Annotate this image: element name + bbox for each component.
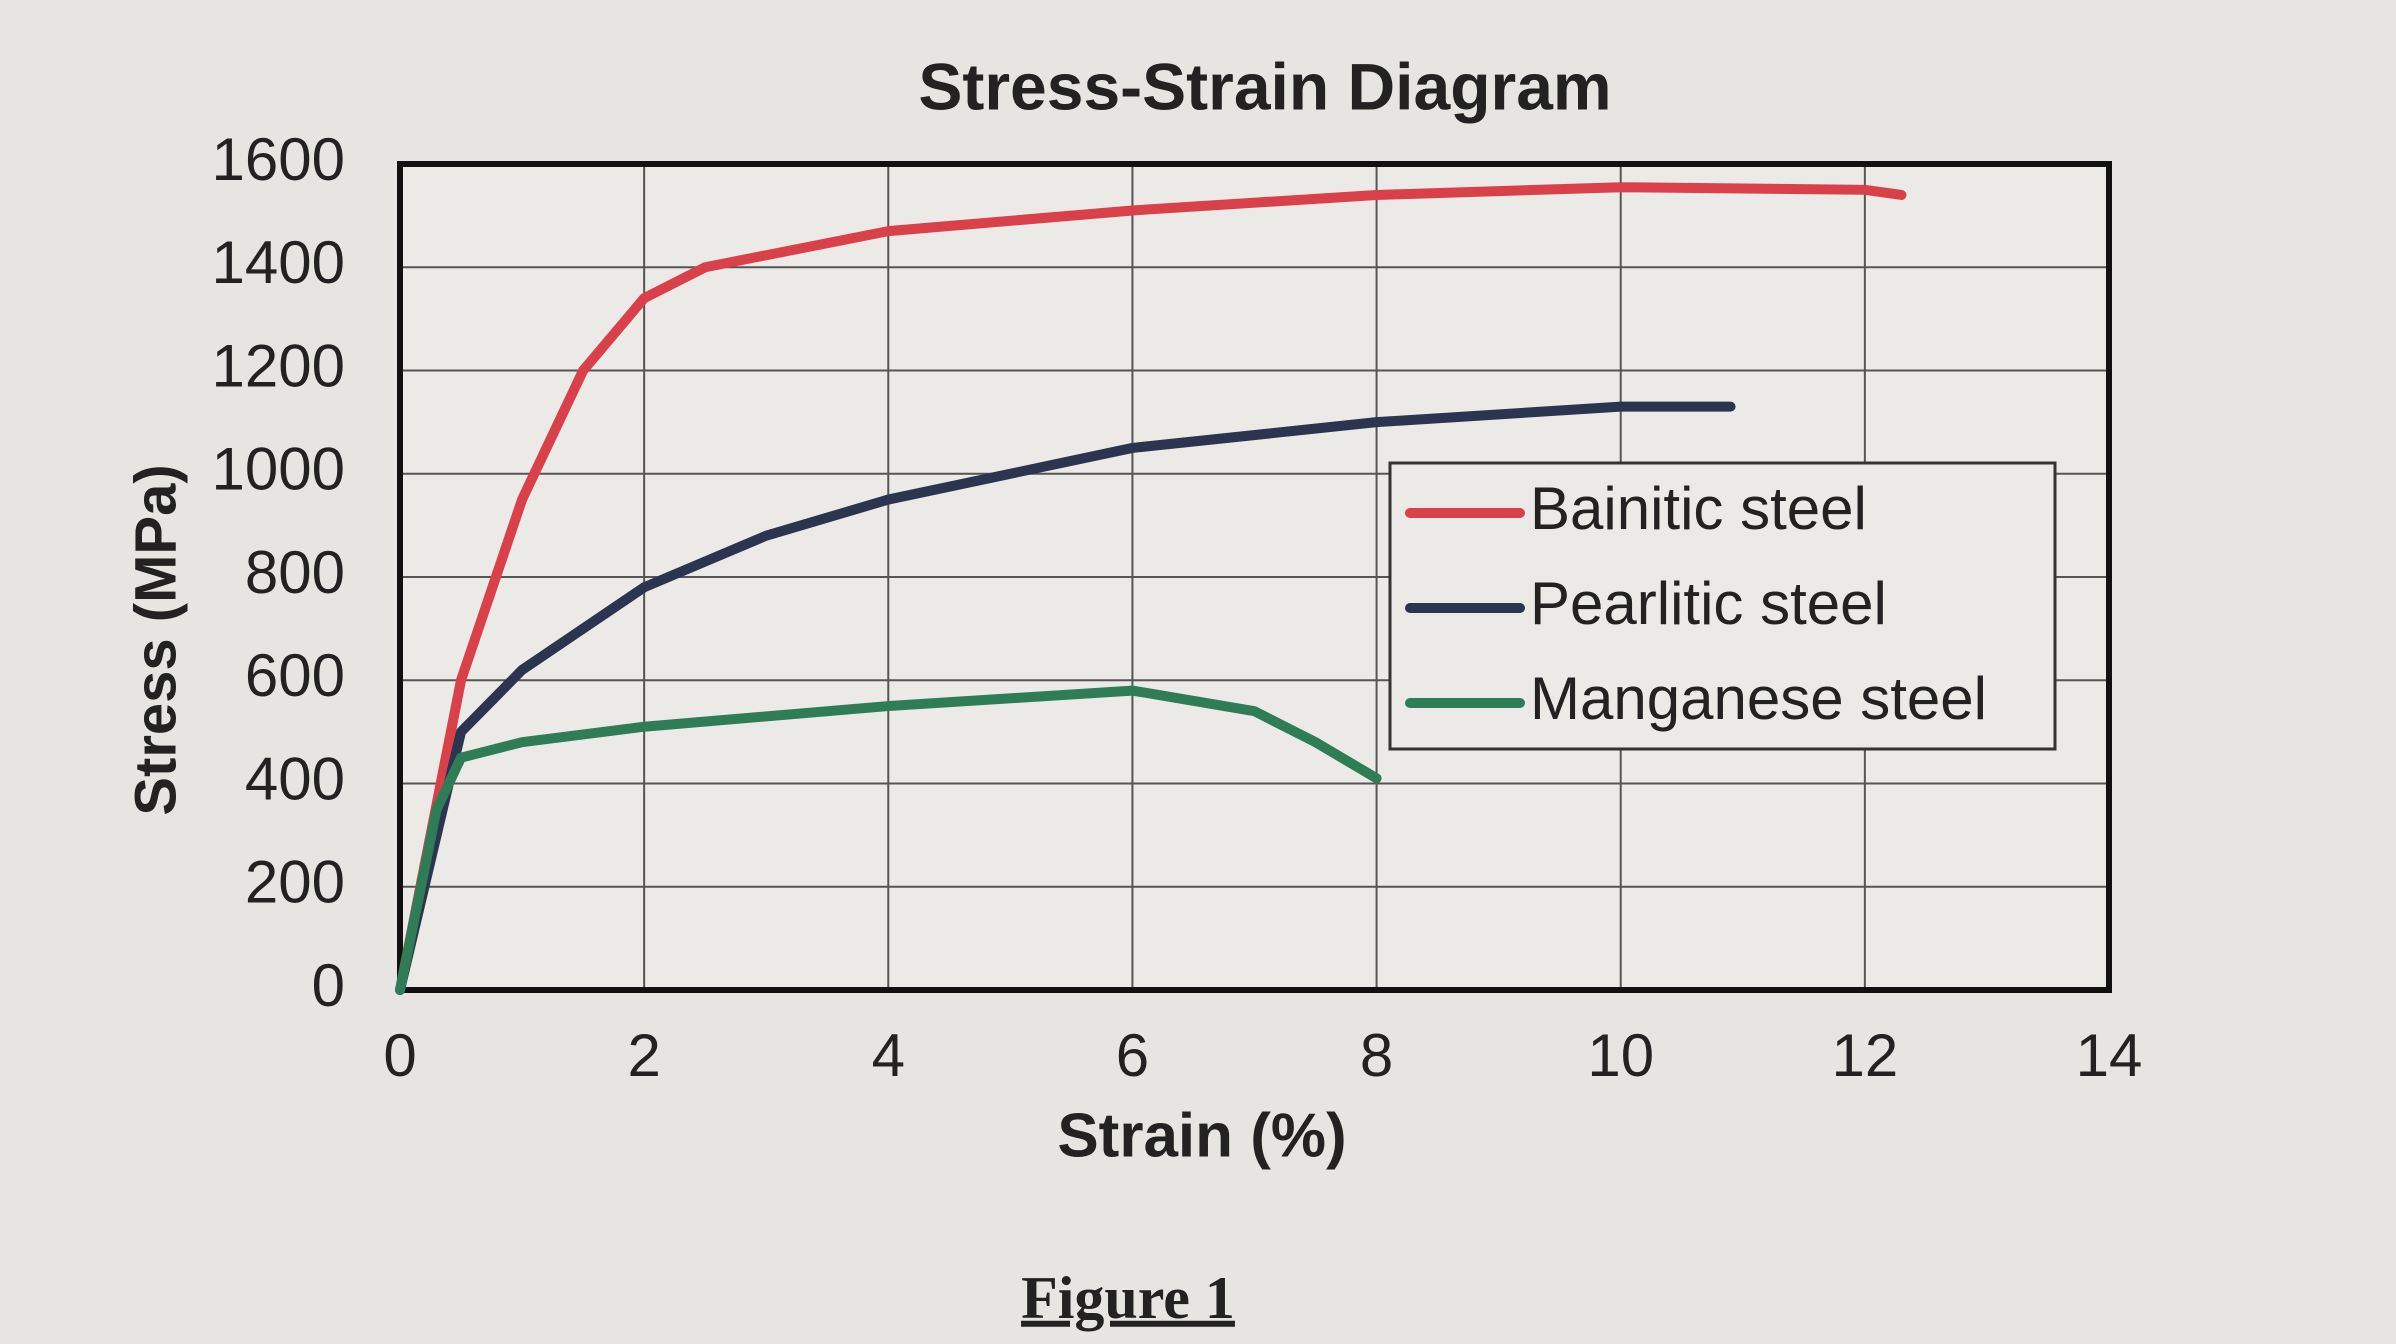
y-tick-label: 1000 bbox=[212, 436, 345, 503]
legend-label: Bainitic steel bbox=[1530, 475, 1867, 542]
y-tick-label: 800 bbox=[245, 539, 345, 606]
y-tick-label: 200 bbox=[245, 849, 345, 916]
y-tick-label: 1400 bbox=[212, 229, 345, 296]
chart-title: Stress-Strain Diagram bbox=[918, 49, 1611, 123]
x-tick-label: 4 bbox=[872, 1022, 905, 1089]
legend-label: Manganese steel bbox=[1530, 665, 1987, 732]
legend-label: Pearlitic steel bbox=[1530, 570, 1887, 637]
y-tick-label: 600 bbox=[245, 642, 345, 709]
x-tick-label: 8 bbox=[1360, 1022, 1393, 1089]
plot-border bbox=[397, 161, 2112, 993]
y-tick-label: 400 bbox=[245, 745, 345, 812]
figure-caption: Figure 1 bbox=[1021, 1265, 1235, 1331]
y-axis-label: Stress (MPa) bbox=[123, 464, 188, 815]
x-tick-label: 14 bbox=[2076, 1022, 2143, 1089]
x-tick-label: 0 bbox=[383, 1022, 416, 1089]
x-tick-label: 12 bbox=[1831, 1022, 1898, 1089]
data-line bbox=[395, 401, 1736, 995]
y-tick-label: 1600 bbox=[212, 126, 345, 193]
x-tick-label: 2 bbox=[627, 1022, 660, 1089]
data-line bbox=[395, 182, 1907, 995]
x-tick-label: 10 bbox=[1587, 1022, 1654, 1089]
x-tick-label: 6 bbox=[1116, 1022, 1149, 1089]
data-line bbox=[395, 685, 1382, 995]
x-axis-label: Strain (%) bbox=[1057, 1101, 1346, 1170]
y-tick-label: 0 bbox=[312, 952, 345, 1019]
y-tick-label: 1200 bbox=[212, 332, 345, 399]
